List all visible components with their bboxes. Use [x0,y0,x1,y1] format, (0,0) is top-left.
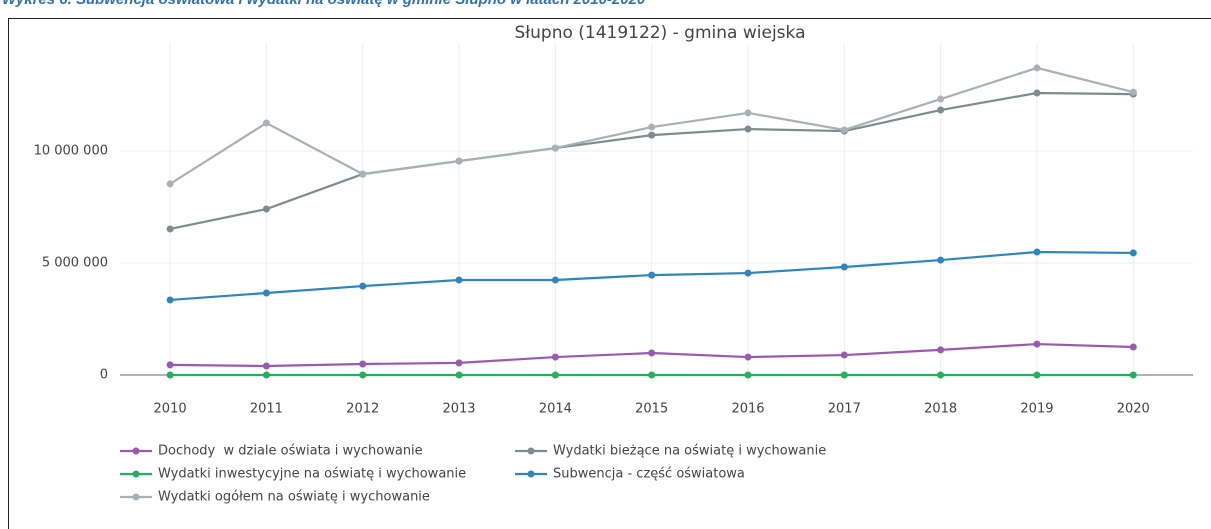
data-point [359,282,367,290]
data-point [551,144,559,152]
data-point [648,131,656,139]
data-point [455,276,463,284]
data-point [648,349,656,357]
data-point [455,157,463,165]
data-point [840,263,848,271]
legend-swatch-dot [132,470,140,478]
data-point [455,371,463,379]
data-point [1033,340,1041,348]
data-point [262,119,270,127]
data-point [937,95,945,103]
data-point [1129,88,1137,96]
data-point [744,125,752,133]
x-tick-label: 2010 [154,402,187,417]
data-point [648,123,656,131]
data-point [648,271,656,279]
data-point [744,269,752,277]
x-tick-label: 2018 [924,402,957,417]
x-tick-label: 2016 [731,402,764,417]
y-tick-label: 5 000 000 [42,255,108,270]
data-point [166,371,174,379]
legend-label: Dochody w dziale oświata i wychowanie [158,444,423,459]
x-tick-label: 2011 [250,402,283,417]
y-tick-label: 10 000 000 [34,144,108,159]
data-point [1129,343,1137,351]
data-point [262,371,270,379]
x-tick-label: 2012 [346,402,379,417]
legend-swatch-dot [527,470,535,478]
data-point [262,205,270,213]
data-point [1033,64,1041,72]
x-tick-label: 2020 [1117,402,1150,417]
data-point [840,351,848,359]
data-point [937,106,945,114]
data-point [937,256,945,264]
data-point [262,289,270,297]
data-point [455,359,463,367]
legend-label: Wydatki inwestycyjne na oświatę i wychow… [158,467,466,482]
legend-label: Subwencja - część oświatowa [553,467,745,482]
data-point [744,109,752,117]
data-point [166,180,174,188]
data-point [937,346,945,354]
legend-swatch-dot [132,447,140,455]
legend-swatch-dot [132,493,140,501]
data-point [551,371,559,379]
figure-caption: Wykres 6. Subwencja oświatowa i wydatki … [2,0,645,8]
y-tick-label: 0 [100,367,108,382]
data-point [359,371,367,379]
data-point [840,126,848,134]
legend-label: Wydatki ogółem na oświatę i wychowanie [158,490,430,505]
data-point [359,170,367,178]
data-point [1033,89,1041,97]
data-point [166,296,174,304]
legend-label: Wydatki bieżące na oświatę i wychowanie [553,444,826,459]
x-tick-label: 2015 [635,402,668,417]
data-point [744,353,752,361]
x-tick-label: 2019 [1020,402,1053,417]
data-point [648,371,656,379]
data-point [1129,371,1137,379]
data-point [262,362,270,370]
x-tick-label: 2014 [539,402,572,417]
chart-frame [8,18,1211,529]
data-point [166,225,174,233]
data-point [551,276,559,284]
legend-swatch-dot [527,447,535,455]
x-tick-label: 2017 [828,402,861,417]
data-point [1129,249,1137,257]
x-tick-label: 2013 [442,402,475,417]
data-point [937,371,945,379]
data-point [840,371,848,379]
data-point [1033,371,1041,379]
data-point [744,371,752,379]
chart-title: Słupno (1419122) - gmina wiejska [515,23,806,43]
data-point [1033,248,1041,256]
data-point [166,361,174,369]
data-point [551,353,559,361]
data-point [359,360,367,368]
